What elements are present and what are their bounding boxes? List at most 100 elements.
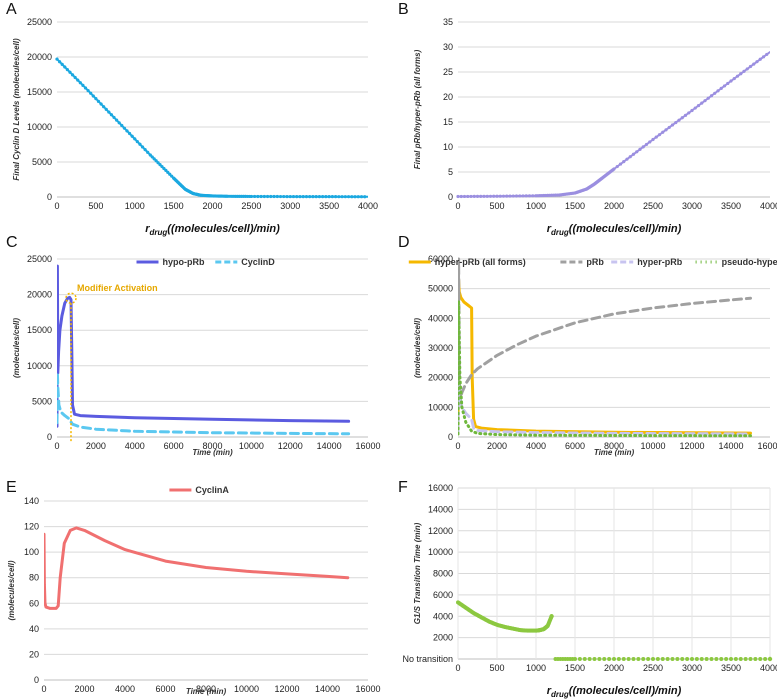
y-tick-label: 6000	[433, 590, 453, 600]
y-tick-label: 5000	[32, 396, 52, 406]
series-final-cyclin-d-marker	[278, 194, 283, 199]
series-ratio-marker	[498, 194, 502, 198]
series-ratio-marker	[693, 106, 697, 110]
series-final-cyclin-d-marker	[112, 115, 116, 120]
series-final-cyclin-d-marker	[156, 161, 160, 165]
x-tick-label: 0	[41, 684, 46, 694]
series-no-transition-point	[748, 657, 753, 661]
series-no-transition-point	[699, 657, 704, 661]
series-ratio-marker	[488, 194, 493, 198]
series-final-cyclin-d-marker	[256, 194, 260, 199]
series-no-transition-point	[607, 657, 612, 661]
series-final-cyclin-d-marker	[146, 150, 150, 154]
series-no-transition-point	[733, 657, 738, 661]
series-ratio-marker	[508, 194, 512, 198]
series-final-cyclin-d	[57, 58, 368, 198]
series-ratio-marker	[661, 130, 665, 134]
series-no-transition-point	[587, 657, 592, 661]
x-tick-label: 3000	[682, 663, 702, 673]
x-tick-label: 16000	[355, 684, 380, 694]
series-no-transition-point	[675, 657, 680, 661]
series-final-cyclin-d-marker	[164, 168, 168, 172]
series-no-transition-point	[665, 657, 670, 661]
series-final-cyclin-d-marker	[70, 73, 75, 77]
series-ratio-marker	[758, 57, 762, 61]
y-tick-label: 5	[448, 167, 453, 177]
x-tick-label: 2000	[487, 441, 507, 451]
series-final-cyclin-d-marker	[324, 195, 328, 199]
x-tick-label: 12000	[679, 441, 704, 451]
series-final-cyclin-d-marker	[321, 195, 325, 199]
series-no-transition-point	[573, 657, 577, 661]
y-tick-label: 10000	[27, 361, 52, 371]
series-ratio-marker	[654, 135, 658, 139]
legend-label: pRb	[586, 257, 604, 267]
x-tick-label: 0	[54, 201, 59, 211]
y-tick-label: 25000	[27, 254, 52, 264]
x-tick-label: 8000	[604, 441, 624, 451]
series-no-transition-point	[738, 657, 743, 661]
series-final-cyclin-d-marker	[301, 195, 305, 199]
x-tick-label: 2000	[202, 201, 222, 211]
series-ratio-marker	[680, 116, 684, 120]
series-final-cyclin-d-marker	[117, 121, 121, 125]
series-final-cyclin-d-marker	[86, 89, 90, 93]
series-ratio-marker	[459, 194, 463, 199]
series-final-cyclin-d-marker	[340, 195, 344, 199]
x-tick-label: 1500	[164, 201, 184, 211]
series-final-cyclin-d-marker	[346, 195, 351, 199]
series-ratio-marker	[475, 194, 480, 198]
series-ratio-marker	[495, 194, 499, 198]
x-tick-label: 2500	[241, 201, 261, 211]
series-ratio-marker	[722, 84, 727, 88]
x-tick-label: 14000	[718, 441, 743, 451]
series-final-cyclin-d-marker	[262, 194, 266, 199]
series-no-transition-point	[631, 657, 636, 661]
y-tick-label: 2000	[433, 633, 453, 643]
x-tick-label: 1000	[526, 663, 546, 673]
y-axis-label: G1/S Transition Time (min)	[413, 522, 422, 624]
y-tick-label: 80	[29, 573, 39, 583]
series-final-cyclin-d-marker	[78, 81, 82, 85]
series-ratio-marker	[716, 89, 720, 93]
x-tick-label: 16000	[355, 441, 380, 451]
series-final-cyclin-d-marker	[314, 195, 318, 199]
series-final-cyclin-d-marker	[359, 195, 364, 199]
series-final-cyclin-d-marker	[130, 134, 134, 138]
series-final-cyclin-d-marker	[73, 75, 77, 80]
series-final-cyclin-d-marker	[152, 157, 156, 161]
x-tick-label: 12000	[274, 684, 299, 694]
series-final-cyclin-d-marker	[162, 166, 166, 171]
x-tick-label: 12000	[278, 441, 303, 451]
panel-letter: C	[6, 234, 18, 251]
series-final-cyclin-d-marker	[133, 137, 137, 141]
legend-label: hypo-pRb	[163, 257, 205, 267]
series-ratio-marker	[641, 145, 645, 149]
series-ratio-marker	[748, 64, 753, 69]
series-final-cyclin-d-marker	[109, 113, 114, 117]
series-ratio-marker	[527, 194, 532, 198]
series-final-cyclin-d-marker	[282, 194, 286, 199]
y-tick-label: 10	[443, 142, 453, 152]
series-ratio-marker	[687, 111, 691, 115]
series-ratio-marker	[622, 160, 626, 164]
x-axis-label: Time (min)	[186, 687, 227, 696]
y-tick-label: 0	[448, 192, 453, 202]
series-no-transition-point	[767, 656, 773, 662]
series-ratio-marker	[651, 137, 655, 142]
y-axis-label: (molecules/cell)	[7, 560, 16, 620]
legend-label: CyclinD	[241, 257, 275, 267]
series-no-transition-point	[577, 657, 582, 661]
y-axis-label: (molecules/cell)	[12, 318, 21, 378]
series-no-transition-point	[621, 657, 626, 661]
x-tick-label: 16000	[757, 441, 777, 451]
series-ratio-marker	[531, 194, 535, 198]
series-final-cyclin-d-marker	[140, 145, 145, 149]
series-final-cyclin-d-marker	[154, 159, 158, 163]
y-tick-label: 12000	[428, 526, 453, 536]
y-tick-label: 15000	[27, 87, 52, 97]
x-tick-label: 500	[88, 201, 103, 211]
panel-letter: A	[6, 1, 17, 18]
y-tick-label: 120	[24, 522, 39, 532]
series-final-cyclin-d-marker	[138, 142, 142, 146]
